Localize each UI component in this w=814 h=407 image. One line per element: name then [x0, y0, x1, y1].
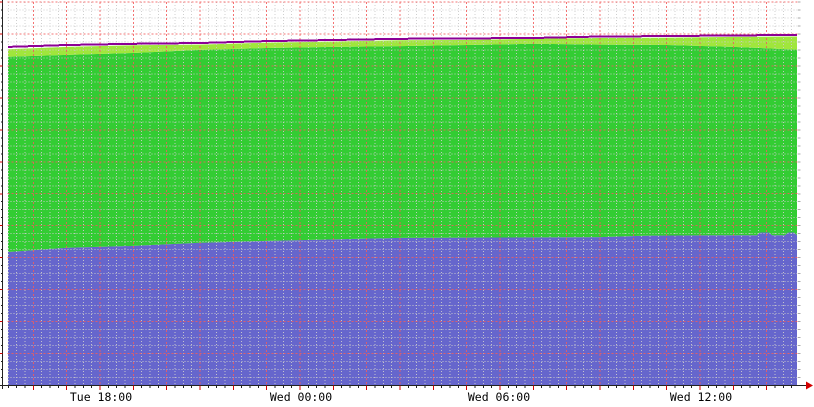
middle-area-green-area: [8, 43, 797, 252]
x-axis-arrow: [806, 381, 813, 390]
x-axis-tick-label: Wed 12:00: [670, 390, 732, 404]
x-axis-tick-label: Wed 00:00: [270, 390, 332, 404]
bottom-area-blue-area: [8, 232, 797, 386]
x-axis-tick-label: Wed 06:00: [468, 390, 530, 404]
upper-band-lightgreen-area: [8, 36, 797, 57]
top-line-purple: [7, 34, 798, 48]
x-axis-tick-label: Tue 18:00: [70, 390, 132, 404]
